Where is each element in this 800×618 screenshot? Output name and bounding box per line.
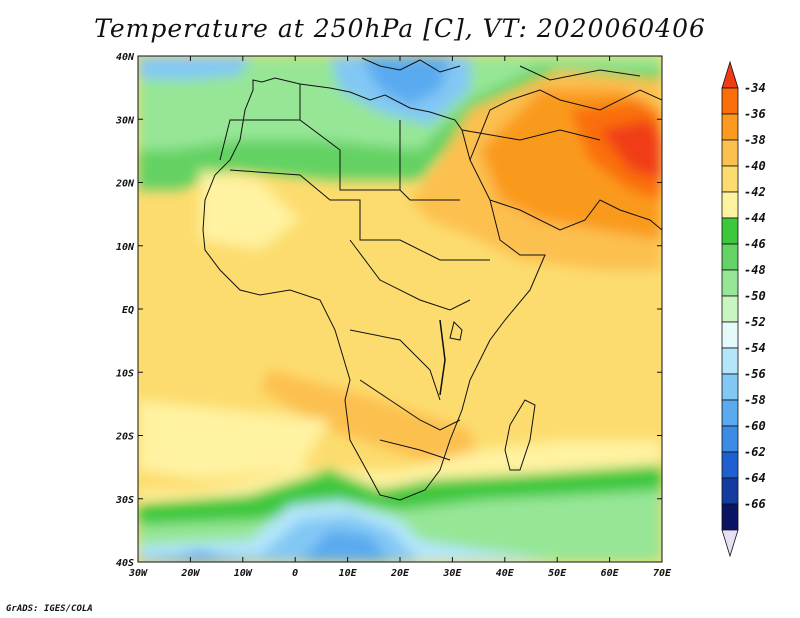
legend-level-label: -54 [744, 341, 766, 355]
legend-level-label: -58 [744, 393, 766, 407]
legend-swatch [721, 503, 739, 531]
lat-tick-label: 20N [115, 179, 135, 190]
legend-swatch [721, 425, 739, 453]
lon-tick-label: 50E [548, 568, 567, 579]
lon-tick-label: 30E [442, 568, 462, 579]
lon-tick-label: 10W [234, 568, 253, 579]
legend-swatch [721, 87, 739, 115]
legend-level-label: -38 [744, 133, 766, 147]
legend-swatch [721, 295, 739, 323]
lat-tick-label: 40N [116, 52, 135, 63]
legend-level-label: -34 [744, 81, 766, 95]
legend-level-label: -36 [744, 107, 766, 121]
lat-tick-label: 10N [116, 242, 135, 253]
legend-level-label: -50 [744, 289, 766, 303]
legend-swatch [721, 321, 739, 349]
legend-swatch [721, 139, 739, 167]
legend-swatch [721, 373, 739, 401]
lon-tick-label: 10E [339, 568, 358, 579]
legend-level-label: -56 [744, 367, 766, 381]
legend-level-label: -46 [744, 237, 766, 251]
legend-level-label: -64 [744, 471, 766, 485]
map-title: Temperature at 250hPa [C], VT: 202006040… [94, 14, 706, 43]
lon-tick-label: 30W [128, 568, 148, 579]
legend-swatch [721, 217, 739, 245]
axis-ticks: 30W 20W 10W 0 10E 20E 30E 40E 50E 60E 70E 40N 30N 20N… [115, 52, 672, 579]
legend-swatch [721, 269, 739, 297]
lat-tick-label: 30S [115, 495, 134, 506]
lon-tick-label: 0 [292, 568, 298, 579]
legend-level-label: -42 [744, 185, 766, 199]
legend-swatch [721, 347, 739, 375]
lat-tick-label: 10S [116, 368, 134, 379]
lon-tick-label: 60E [601, 568, 620, 579]
legend-swatch [721, 451, 739, 479]
legend-arrow-top [721, 60, 739, 89]
temperature-field [138, 56, 662, 562]
credit-label: GrADS: IGES/COLA [6, 604, 93, 614]
coastlines [202, 57, 662, 501]
legend-swatch [721, 191, 739, 219]
legend-level-label: -60 [744, 419, 766, 433]
lon-tick-label: 40E [496, 568, 515, 579]
legend-level-label: -52 [744, 315, 766, 329]
lat-tick-label: 20S [115, 432, 134, 443]
legend-swatch [721, 243, 739, 271]
legend-level-label: -44 [744, 211, 766, 225]
legend-swatch [721, 399, 739, 427]
lat-tick-label: EQ [122, 305, 134, 316]
legend-arrow-bottom [721, 529, 739, 558]
lat-tick-label: 30N [115, 115, 135, 126]
lon-tick-label: 70E [653, 568, 672, 579]
legend-level-label: -48 [744, 263, 766, 277]
legend-level-label: -62 [744, 445, 766, 459]
lon-tick-label: 20E [390, 568, 410, 579]
legend-swatch [721, 113, 739, 141]
legend-swatch [721, 477, 739, 505]
lat-tick-label: 40S [116, 558, 134, 569]
legend-level-label: -40 [744, 159, 766, 173]
legend-level-label: -66 [744, 497, 766, 511]
legend-swatch [721, 165, 739, 193]
lon-tick-label: 20W [180, 568, 200, 579]
color-legend: -34 -36 -38 -40 -42 -44 -46 -48 -50 -52 -54 -56 -58 -… [721, 60, 766, 558]
